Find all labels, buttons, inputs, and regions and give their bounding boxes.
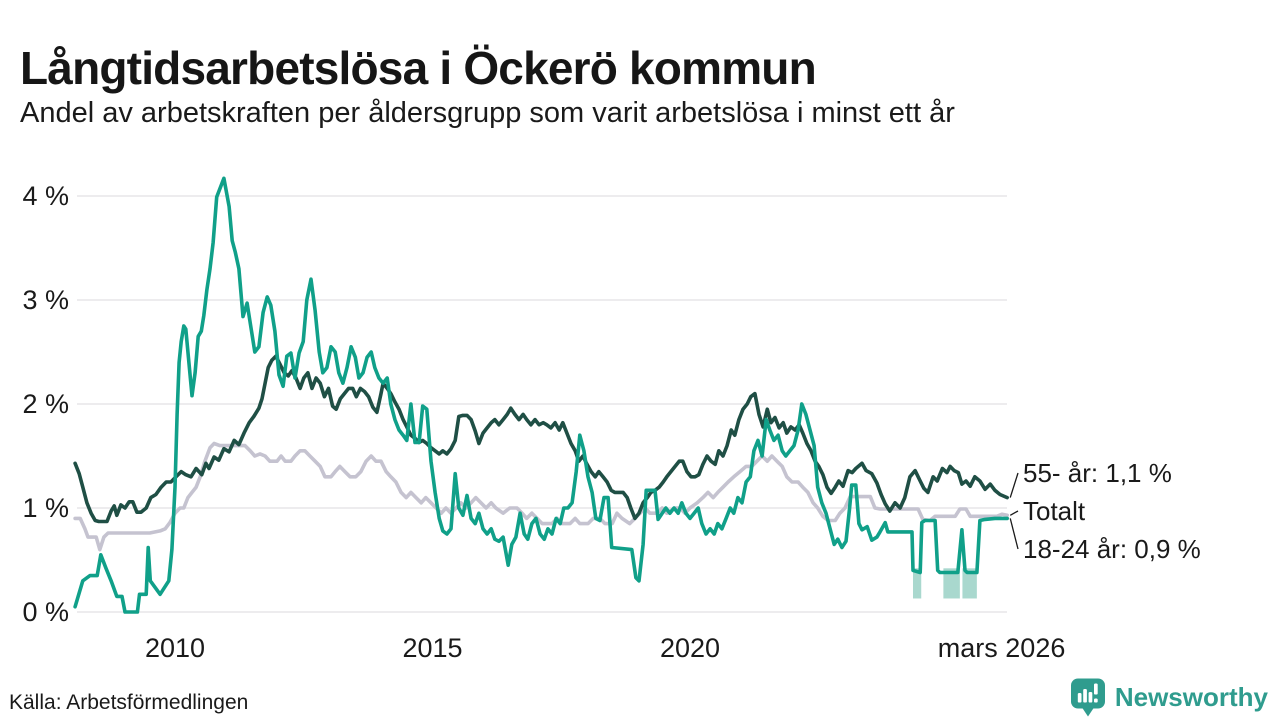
x-axis-tick-label: mars 2026 [938, 633, 1066, 663]
series-line-55-ar [73, 354, 1010, 524]
y-axis-tick-label: 4 % [22, 181, 69, 211]
x-axis-tick-label: 2010 [145, 633, 205, 663]
y-axis-tick-label: 3 % [22, 285, 69, 315]
y-axis-tick-label: 1 % [22, 493, 69, 523]
newsworthy-chart-bubble-icon [1070, 678, 1105, 717]
source-attribution: Källa: Arbetsförmedlingen [9, 691, 249, 714]
series-end-label-55-ar: 55- år: 1,1 % [1023, 458, 1172, 488]
newsworthy-brand-name: Newsworthy [1114, 682, 1268, 712]
newsworthy-logo-link[interactable]: Newsworthy [1069, 677, 1268, 718]
leader-line-totalt [1009, 510, 1019, 516]
leader-line-55-ar [1009, 472, 1019, 498]
page-title: Långtidsarbetslösa i Öckerö kommun [20, 41, 817, 94]
series-line-totalt [73, 441, 1010, 552]
x-axis-tick-label: 2020 [660, 633, 720, 663]
series-line-18-24-ar [73, 176, 1010, 614]
y-axis-tick-label: 2 % [22, 389, 69, 419]
uncertainty-band [943, 568, 960, 599]
uncertainty-band [962, 568, 977, 599]
y-axis-tick-label: 0 % [22, 597, 69, 627]
x-axis-tick-label: 2015 [402, 633, 462, 663]
leader-line-18-24-ar [1009, 518, 1019, 550]
page-subtitle: Andel av arbetskraften per åldersgrupp s… [20, 97, 955, 129]
uncertainty-band [912, 568, 922, 599]
series-end-label-totalt: Totalt [1023, 496, 1086, 526]
series-end-label-18-24-ar: 18-24 år: 0,9 % [1023, 534, 1201, 564]
